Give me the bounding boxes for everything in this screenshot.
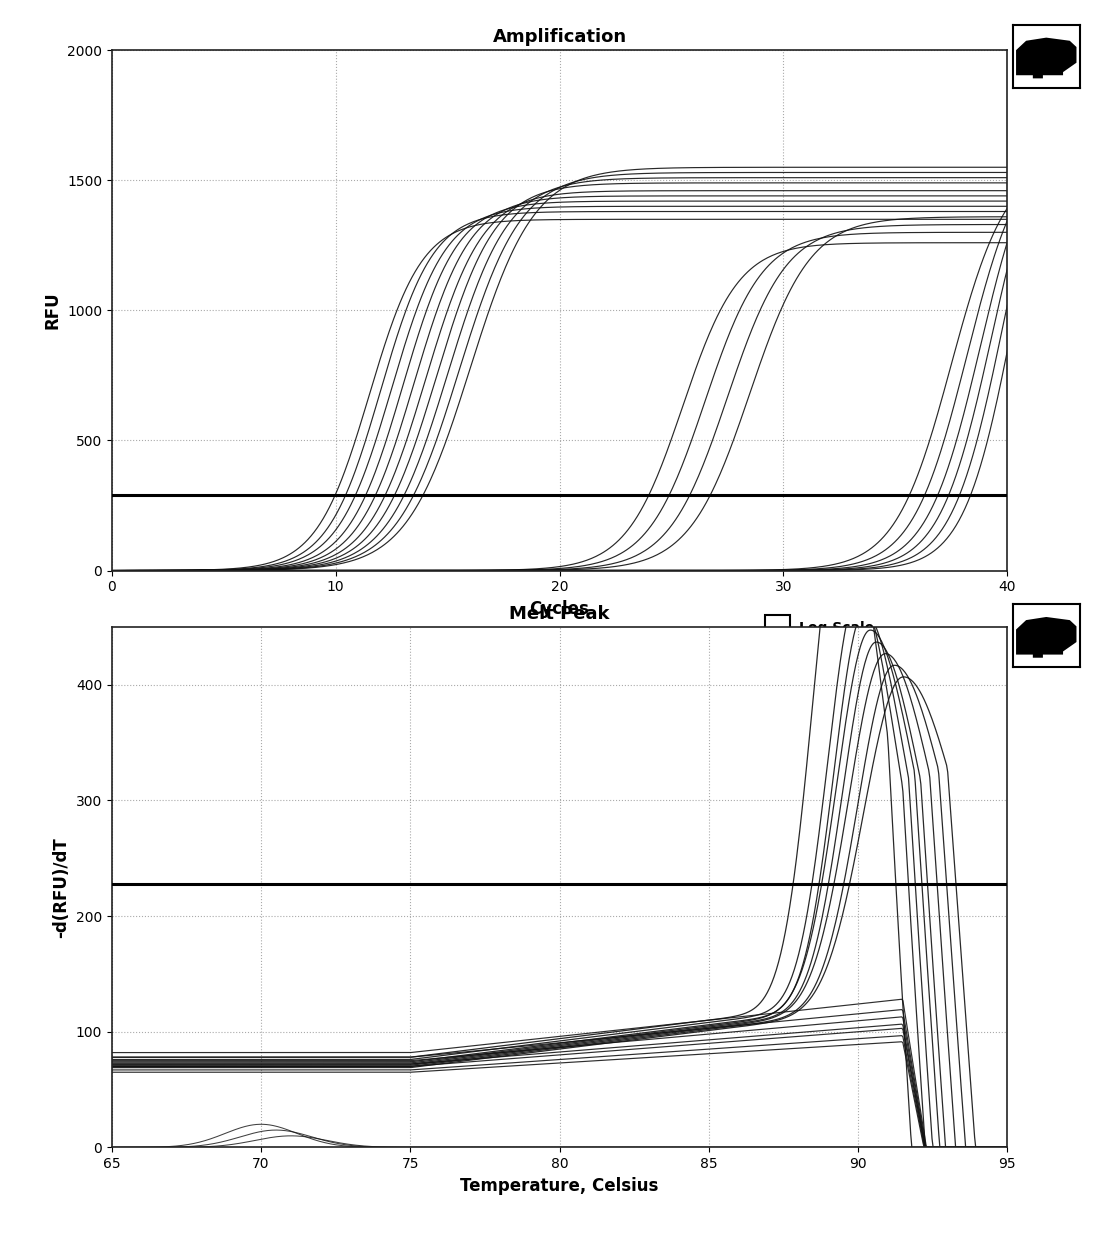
Bar bbox=[765, 614, 790, 638]
X-axis label: Cycles: Cycles bbox=[529, 599, 590, 618]
Y-axis label: RFU: RFU bbox=[44, 291, 62, 330]
Y-axis label: -d(RFU)/dT: -d(RFU)/dT bbox=[53, 836, 70, 938]
Polygon shape bbox=[1016, 617, 1076, 657]
X-axis label: Temperature, Celsius: Temperature, Celsius bbox=[460, 1176, 659, 1195]
Title: Melt Peak: Melt Peak bbox=[509, 604, 610, 623]
Text: Log Scale: Log Scale bbox=[799, 621, 875, 635]
Title: Amplification: Amplification bbox=[492, 28, 627, 46]
Polygon shape bbox=[1016, 38, 1076, 78]
